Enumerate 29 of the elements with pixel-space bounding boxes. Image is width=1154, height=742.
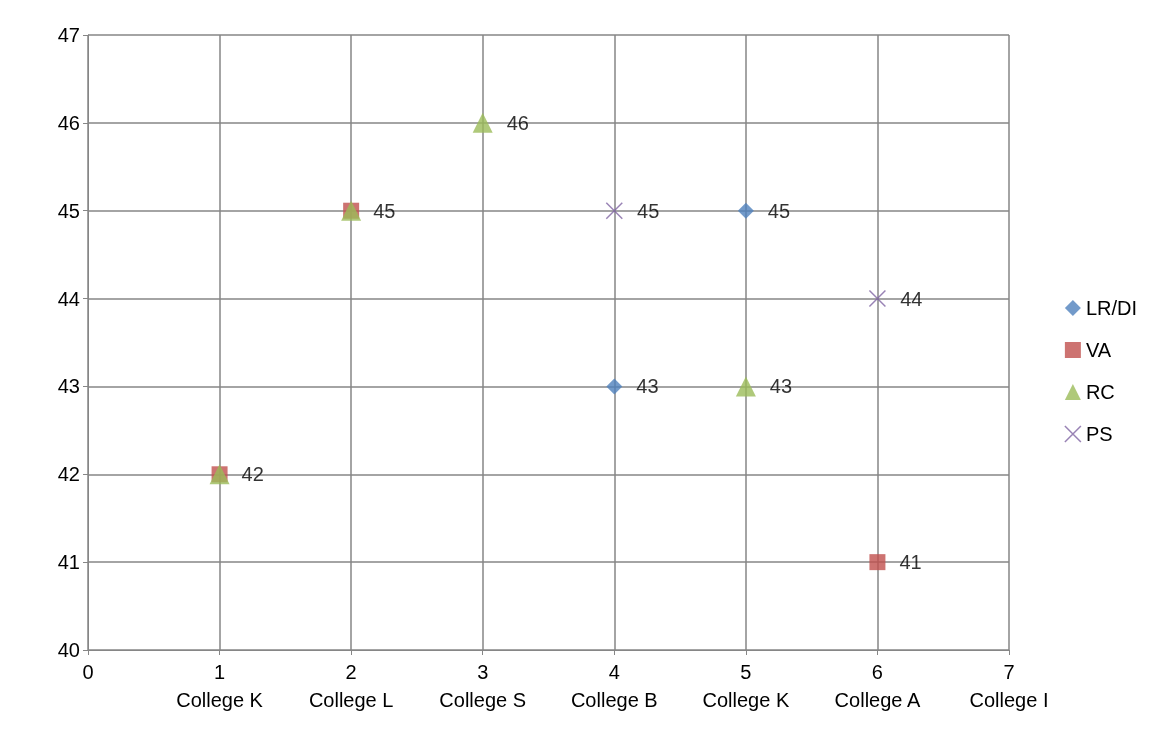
x-tick-label: 4 College B <box>570 661 658 711</box>
y-tick-label: 40 <box>57 639 80 661</box>
y-tick-label: 41 <box>57 551 80 574</box>
y-tick-label: 47 <box>57 24 80 46</box>
data-label: 45 <box>373 199 396 222</box>
data-label: 44 <box>900 287 923 310</box>
legend-label: LR/DI <box>1085 297 1137 319</box>
y-tick-label: 42 <box>57 463 80 486</box>
legend-label: RC <box>1085 381 1115 403</box>
x-tick-label: 3 College S <box>439 661 527 711</box>
legend-label: PS <box>1085 423 1113 445</box>
data-label: 45 <box>637 199 660 222</box>
x-tick-label: 7 College I <box>969 661 1049 711</box>
data-label: 43 <box>769 375 793 398</box>
x-tick-label: 1 College K <box>176 661 264 711</box>
data-label: 43 <box>636 375 659 398</box>
y-tick-label: 45 <box>57 199 80 222</box>
y-tick-label: 46 <box>57 111 80 134</box>
x-tick-label: 2 College L <box>308 661 394 711</box>
data-label: 42 <box>241 463 264 486</box>
y-tick-label: 44 <box>57 287 80 310</box>
x-tick-label: 0 <box>82 661 94 683</box>
x-tick-label: 6 College A <box>834 661 921 711</box>
data-label: 46 <box>506 111 529 134</box>
data-label: 45 <box>767 199 791 222</box>
x-tick-label: 5 College K <box>702 661 790 711</box>
data-label: 41 <box>899 551 922 574</box>
y-tick-label: 43 <box>57 375 80 398</box>
legend-label: VA <box>1085 339 1112 361</box>
